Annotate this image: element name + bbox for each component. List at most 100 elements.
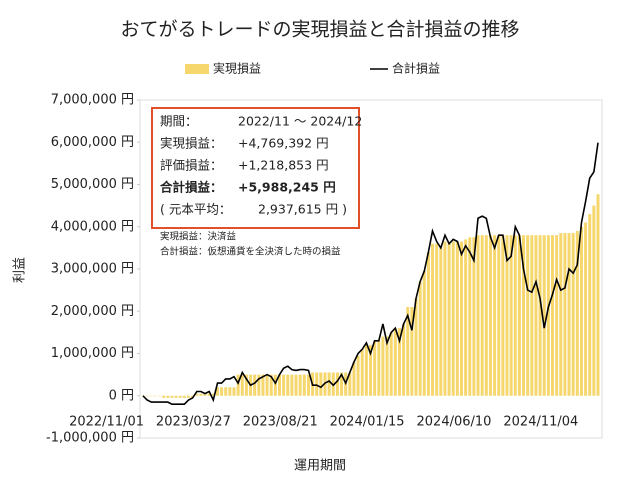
bar (546, 235, 550, 396)
bar (145, 395, 149, 397)
bar (348, 372, 352, 396)
legend-label: 合計損益 (392, 61, 440, 76)
note: 合計損益：仮想通貨を全決済した時の損益 (160, 246, 341, 258)
bar (410, 307, 414, 396)
bar (315, 372, 319, 396)
bar (538, 235, 542, 396)
bar (364, 345, 368, 396)
y-tick-label: 5,000,000 円 (51, 177, 134, 192)
bar (526, 235, 530, 396)
bar (443, 241, 447, 396)
bar (306, 374, 310, 396)
y-tick-label: 7,000,000 円 (51, 93, 134, 108)
bar (522, 235, 526, 396)
bar (290, 374, 294, 396)
bar (505, 235, 509, 396)
info-value: +5,988,245 円 (238, 180, 336, 195)
bar (517, 235, 521, 396)
info-label: 評価損益： (160, 158, 223, 173)
bar (356, 355, 360, 396)
info-value: +4,769,392 円 (238, 136, 329, 151)
bar (220, 387, 224, 396)
bar (513, 235, 517, 396)
bar (319, 372, 323, 396)
bar (381, 336, 385, 396)
info-box-frame (151, 107, 360, 229)
bar (596, 194, 600, 396)
y-tick-label: 6,000,000 円 (51, 135, 134, 150)
info-value: +1,218,853 円 (238, 158, 329, 173)
bar (228, 387, 232, 396)
bar (162, 395, 166, 398)
bar (501, 235, 505, 396)
bar (588, 214, 592, 396)
bar (373, 340, 377, 396)
bar (592, 205, 596, 396)
bar (369, 345, 372, 396)
bar (488, 235, 492, 396)
bar (571, 233, 575, 396)
bar (174, 395, 178, 398)
y-tick-label: 4,000,000 円 (51, 219, 134, 234)
info-box: 期間： 2022/11 ～ 2024/12 実現損益： +4,769,392 円評価損… (151, 107, 362, 229)
bar (402, 323, 406, 396)
bar (286, 374, 290, 396)
bar (493, 235, 497, 396)
bar (360, 349, 364, 396)
x-tick-label: 2022/11/01 (69, 415, 144, 430)
bar (302, 374, 306, 396)
bar (435, 243, 439, 396)
bar (476, 235, 480, 396)
bar (542, 235, 546, 396)
info-label: 期間： (160, 114, 198, 129)
bar (579, 226, 583, 396)
legend-label: 実現損益 (213, 61, 261, 76)
bar (253, 374, 257, 396)
bar (182, 395, 186, 398)
bar (534, 235, 538, 396)
bar (406, 307, 410, 396)
bar (451, 241, 455, 396)
bar (567, 233, 571, 396)
y-tick-label: 3,000,000 円 (51, 262, 134, 277)
bar (203, 393, 207, 396)
bar (397, 328, 401, 396)
bar (464, 239, 468, 396)
bar (431, 243, 435, 396)
note: 実現損益：決済益 (160, 231, 237, 243)
bar (269, 374, 273, 396)
bar (480, 235, 484, 396)
bar (575, 230, 579, 396)
bar (439, 247, 443, 396)
bar (149, 395, 153, 397)
bar (393, 328, 397, 396)
bar (257, 374, 261, 396)
bar (460, 241, 463, 396)
y-tick-label: 1,000,000 円 (51, 346, 134, 361)
bar (389, 332, 393, 396)
x-tick-label: 2024/06/10 (417, 415, 492, 430)
bar (158, 395, 162, 397)
bar (261, 374, 265, 396)
line (142, 142, 599, 405)
bar (555, 235, 559, 396)
bar (385, 336, 389, 396)
bar (377, 340, 381, 396)
x-tick-label: 2023/08/21 (243, 415, 318, 430)
bar (418, 281, 422, 396)
bar (447, 243, 451, 396)
bar (244, 374, 248, 396)
bar (282, 374, 286, 396)
bar (414, 298, 418, 396)
bar (298, 374, 302, 396)
bar (530, 235, 534, 396)
y-tick-label: -1,000,000 円 (46, 431, 134, 446)
bar (335, 372, 339, 396)
bar (236, 374, 240, 396)
bar (497, 235, 501, 396)
bar (199, 393, 203, 396)
bar (278, 374, 281, 396)
y-tick-label: 2,000,000 円 (51, 304, 134, 319)
bar (509, 235, 513, 396)
